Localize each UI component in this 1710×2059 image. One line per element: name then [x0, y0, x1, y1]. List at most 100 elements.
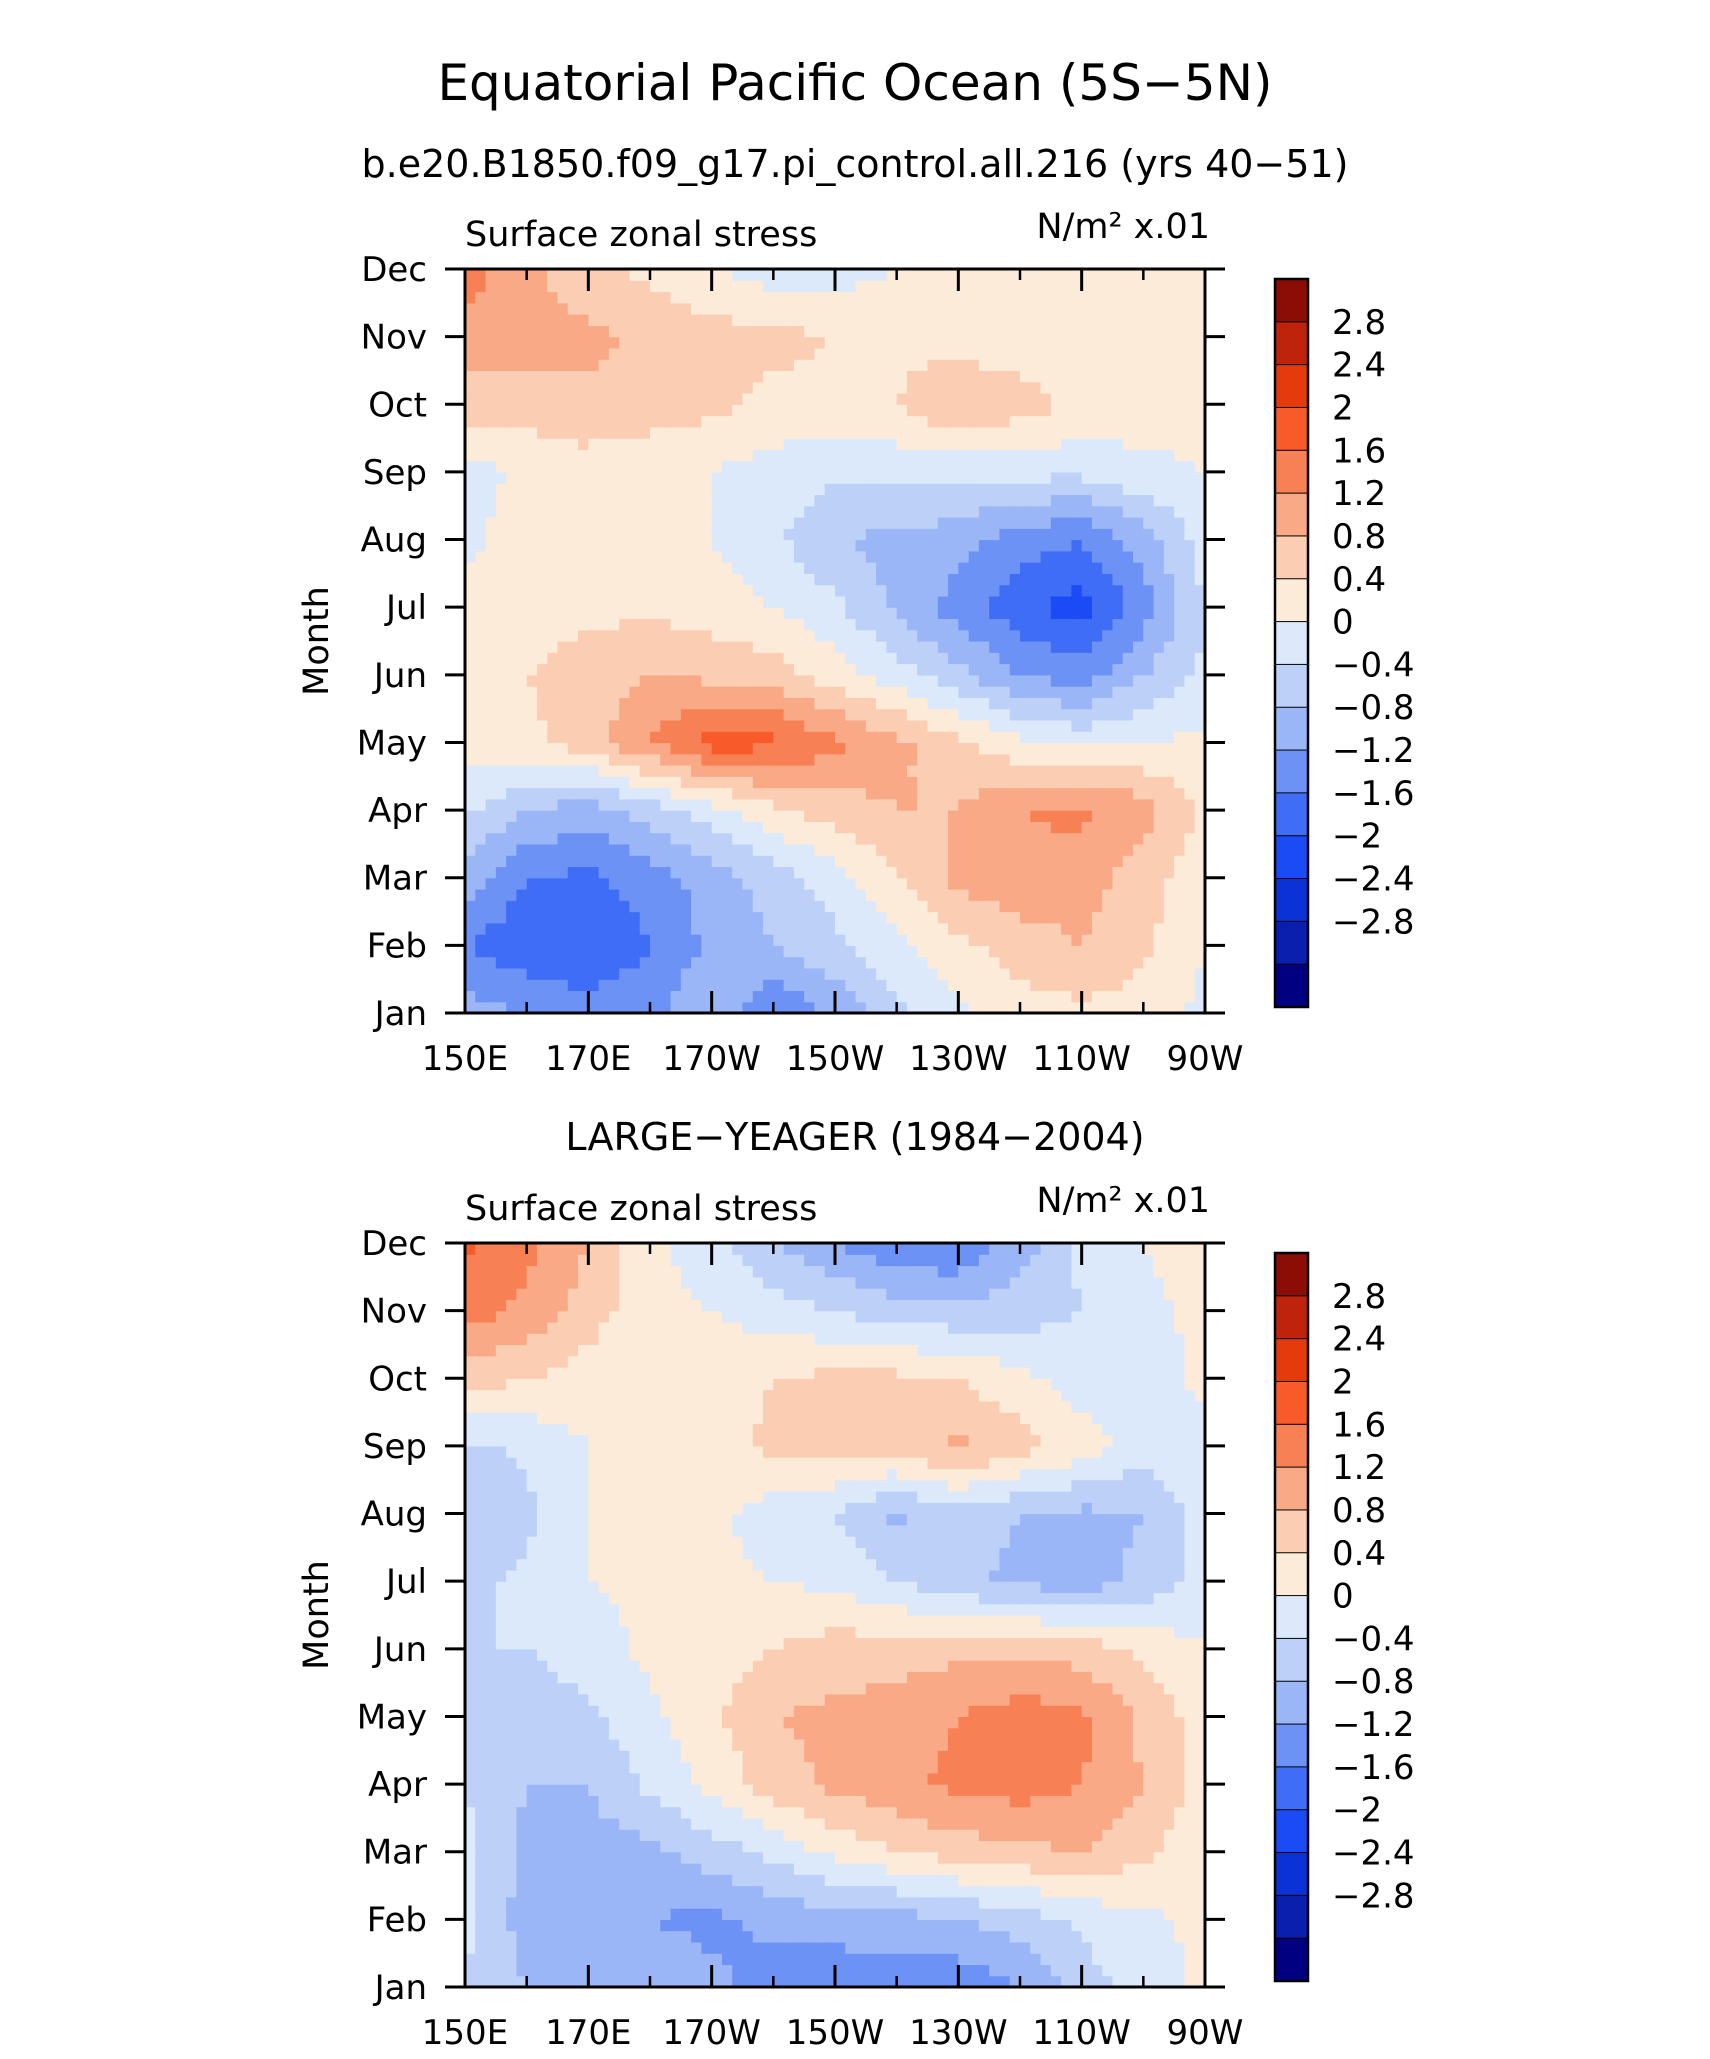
heatmap-cell	[608, 314, 620, 326]
heatmap-cell	[814, 494, 826, 507]
heatmap-cell	[917, 641, 929, 653]
heatmap-cell	[465, 336, 476, 349]
heatmap-cell	[1153, 776, 1165, 789]
heatmap-cell	[906, 280, 918, 293]
heatmap-cell	[906, 934, 918, 946]
heatmap-cell	[896, 776, 908, 789]
heatmap-cell	[999, 404, 1011, 417]
heatmap-cell	[1112, 528, 1124, 541]
heatmap-cell	[917, 753, 929, 766]
heatmap-cell	[1061, 663, 1072, 676]
heatmap-cell	[752, 449, 764, 462]
heatmap-cell	[1133, 731, 1144, 744]
heatmap-cell	[1112, 877, 1124, 890]
heatmap-cell	[886, 889, 898, 901]
heatmap-cell	[763, 426, 774, 439]
heatmap-cell	[793, 934, 805, 946]
heatmap-cell	[629, 573, 641, 586]
heatmap-cell	[1153, 505, 1165, 518]
heatmap-cell	[660, 381, 672, 394]
heatmap-cell	[495, 505, 507, 518]
heatmap-cell	[1081, 438, 1093, 450]
heatmap-cell	[485, 517, 497, 529]
heatmap-cell	[598, 269, 610, 281]
heatmap-cell	[917, 798, 929, 811]
heatmap-cell	[495, 832, 507, 845]
heatmap-cell	[968, 381, 980, 394]
heatmap-cell	[1050, 584, 1062, 597]
heatmap-cell	[937, 934, 949, 946]
heatmap-cell	[958, 415, 970, 428]
heatmap-cell	[1081, 742, 1093, 755]
heatmap-cell	[1061, 922, 1072, 935]
heatmap-cell	[804, 776, 816, 789]
heatmap-cell	[650, 370, 661, 383]
heatmap-cell	[619, 370, 631, 383]
heatmap-cell	[639, 810, 651, 822]
heatmap-cell	[506, 821, 517, 834]
heatmap-cell	[1009, 539, 1021, 552]
heatmap-cell	[721, 370, 733, 383]
heatmap-cell	[865, 336, 877, 349]
heatmap-cell	[814, 843, 826, 856]
heatmap-cell	[680, 652, 692, 665]
heatmap-cell	[865, 900, 877, 913]
heatmap-cell	[927, 336, 939, 349]
heatmap-cell	[886, 742, 898, 755]
heatmap-cell	[1102, 810, 1114, 822]
heatmap-cell	[536, 618, 548, 631]
heatmap-cell	[1143, 359, 1155, 372]
heatmap-cell	[495, 889, 507, 901]
heatmap-cell	[1050, 934, 1062, 946]
heatmap-cell	[958, 922, 970, 935]
heatmap-cell	[917, 595, 929, 608]
heatmap-cell	[660, 674, 672, 687]
heatmap-cell	[1153, 652, 1165, 665]
heatmap-cell	[1112, 629, 1124, 642]
heatmap-cell	[495, 471, 507, 484]
heatmap-cell	[526, 460, 538, 473]
heatmap-cell	[876, 731, 887, 744]
heatmap-cell	[465, 922, 476, 935]
heatmap-cell	[876, 438, 887, 450]
heatmap-cell	[855, 922, 867, 935]
heatmap-cell	[670, 674, 682, 687]
heatmap-cell	[660, 280, 672, 293]
heatmap-cell	[1163, 866, 1175, 879]
heatmap-cell	[1163, 686, 1175, 698]
heatmap-cell	[1102, 562, 1114, 574]
heatmap-cell	[835, 471, 846, 484]
heatmap-cell	[1102, 550, 1114, 563]
heatmap-cell	[465, 426, 476, 439]
heatmap-cell	[567, 1930, 579, 1943]
heatmap-cell	[1009, 584, 1021, 597]
heatmap-cell	[845, 517, 857, 529]
heatmap-cell	[1194, 359, 1205, 372]
heatmap-cell	[1020, 347, 1031, 360]
heatmap-cell	[835, 708, 846, 721]
x-axis: 150E 170E 170W 150W 130W 110W 90W	[422, 269, 1243, 1079]
heatmap-cell	[968, 686, 980, 698]
heatmap-cell	[917, 618, 929, 631]
heatmap-cell	[876, 607, 887, 620]
heatmap-cell	[1050, 956, 1062, 969]
heatmap-cell	[1009, 990, 1021, 1003]
heatmap-cell	[475, 810, 487, 822]
heatmap-cell	[937, 719, 949, 732]
heatmap-cell	[639, 708, 651, 721]
heatmap-cell	[927, 449, 939, 462]
heatmap-cell	[896, 900, 908, 913]
heatmap-cell	[1040, 618, 1052, 631]
heatmap-cell	[526, 1975, 538, 1987]
heatmap-cell	[773, 302, 785, 315]
heatmap-cell	[701, 562, 713, 574]
heatmap-cell	[598, 776, 610, 789]
heatmap-cell	[639, 652, 651, 665]
heatmap-cell	[1040, 753, 1052, 766]
heatmap-cell	[773, 404, 785, 417]
heatmap-cell	[1112, 731, 1124, 744]
heatmap-cell	[536, 449, 548, 462]
heatmap-cell	[917, 404, 929, 417]
heatmap-cell	[824, 967, 836, 980]
heatmap-cell	[578, 731, 589, 744]
